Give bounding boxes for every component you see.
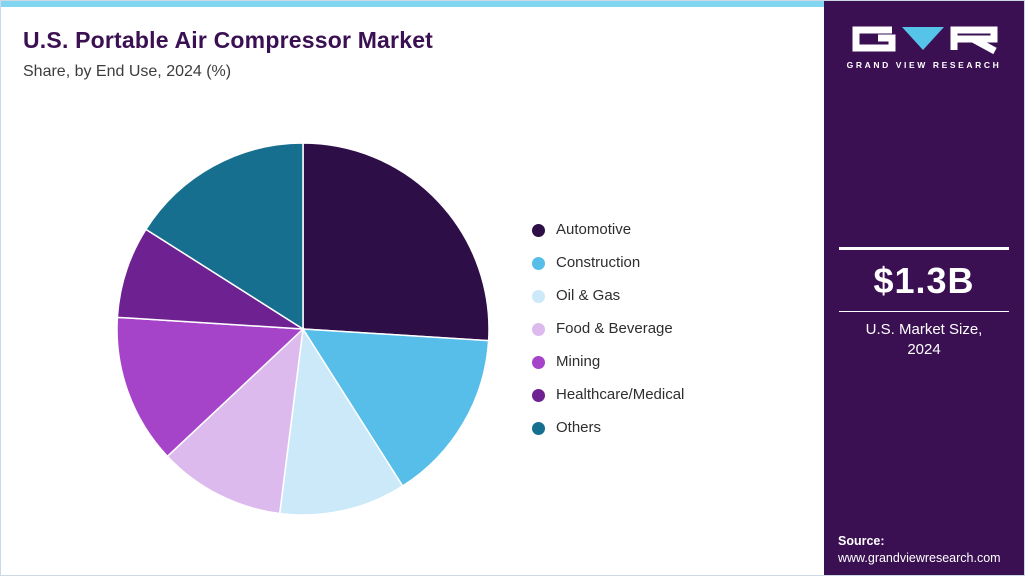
- legend-label: Food & Beverage: [556, 320, 673, 337]
- legend-label: Construction: [556, 254, 641, 271]
- sidebar: GRAND VIEW RESEARCH $1.3B U.S. Market Si…: [824, 1, 1024, 575]
- pie-slice-mining: [116, 316, 305, 458]
- legend-swatch-icon: [532, 223, 545, 237]
- pie-slice-food-beverage: [166, 327, 305, 515]
- top-accent-bar: [1, 1, 826, 7]
- pie-chart: [116, 142, 490, 516]
- pie-slice-healthcare-medical: [116, 228, 304, 330]
- legend-swatch-icon: [532, 421, 545, 435]
- market-size-block: $1.3B U.S. Market Size, 2024: [839, 247, 1009, 360]
- logo-triangle: [902, 27, 944, 50]
- header: U.S. Portable Air Compressor Market Shar…: [23, 27, 433, 81]
- legend-label: Mining: [556, 353, 601, 370]
- pie-chart-container: [113, 139, 493, 519]
- legend-label: Others: [556, 419, 602, 436]
- market-size-value: $1.3B: [839, 260, 1009, 312]
- pie-slice-others: [144, 142, 304, 331]
- legend-item: Food & Beverage: [532, 320, 684, 337]
- legend-item: Automotive: [532, 221, 684, 238]
- market-size-label-line1: U.S. Market Size,: [865, 321, 983, 338]
- gvr-logo-icon: [852, 26, 998, 55]
- source-label: Source:: [838, 534, 885, 548]
- legend-item: Healthcare/Medical: [532, 386, 685, 403]
- legend-item: Oil & Gas: [532, 287, 684, 304]
- legend-swatch-icon: [532, 322, 545, 336]
- pie-slice-oil-gas: [278, 326, 404, 516]
- legend-label: Oil & Gas: [556, 287, 621, 304]
- legend-item: Mining: [532, 353, 684, 370]
- legend-swatch-icon: [532, 289, 545, 303]
- pie-slice-automotive: [302, 142, 490, 342]
- pie-slice-construction: [301, 328, 490, 488]
- legend-item: Others: [532, 419, 684, 436]
- source-block: Source: www.grandviewresearch.com: [838, 534, 1001, 565]
- market-size-label: U.S. Market Size, 2024: [839, 320, 1009, 360]
- page-title: U.S. Portable Air Compressor Market: [23, 27, 434, 53]
- legend-item: Construction: [532, 254, 684, 271]
- market-size-label-line2: 2024: [907, 341, 941, 358]
- legend-swatch-icon: [532, 256, 545, 270]
- legend-label: Healthcare/Medical: [556, 386, 685, 403]
- legend: Automotive Construction Oil & Gas Food & Be…: [532, 221, 685, 436]
- brand-logo-text: GRAND VIEW RESEARCH: [846, 60, 1002, 70]
- page-subtitle: Share, by End Use, 2024 (%): [23, 63, 232, 80]
- source-url: www.grandviewresearch.com: [838, 551, 1001, 565]
- legend-swatch-icon: [532, 355, 545, 369]
- legend-label: Automotive: [556, 221, 632, 238]
- legend-swatch-icon: [532, 388, 545, 402]
- brand-logo: GRAND VIEW RESEARCH: [824, 23, 1024, 70]
